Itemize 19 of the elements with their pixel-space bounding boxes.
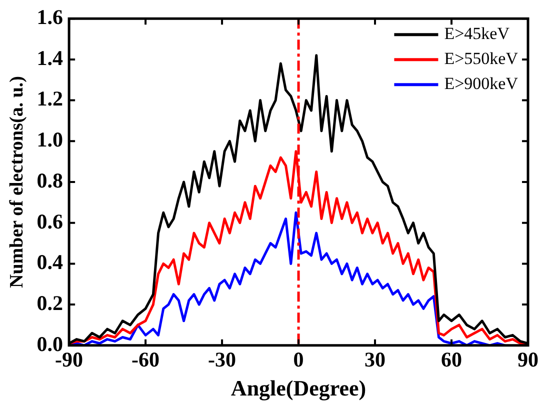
y-axis-title: Number of electrons(a. u.): [6, 76, 28, 288]
y-tick-label: 0.6: [36, 209, 64, 234]
y-tick-label: 0.4: [36, 250, 64, 274]
x-tick-label: 0: [293, 347, 304, 372]
y-tick-label: 1.2: [36, 86, 64, 111]
y-tick-label: 1.4: [36, 46, 64, 70]
legend-label: E>550keV: [444, 49, 519, 68]
legend-label: E>900keV: [444, 74, 519, 94]
x-axis-title: Angle(Degree): [230, 375, 366, 400]
y-tick-label: 0.2: [36, 290, 64, 315]
x-tick-label: 30: [364, 347, 386, 372]
x-tick-label: -30: [208, 347, 236, 372]
y-tick-label: 0.8: [36, 168, 64, 192]
x-tick-label: 90: [518, 347, 538, 372]
x-tick-label: -60: [132, 347, 160, 372]
legend-label: E>45keV: [444, 24, 510, 44]
y-tick-label: 1.0: [36, 128, 64, 152]
x-tick-label: 60: [441, 347, 462, 372]
y-tick-label: 1.6: [36, 5, 64, 30]
